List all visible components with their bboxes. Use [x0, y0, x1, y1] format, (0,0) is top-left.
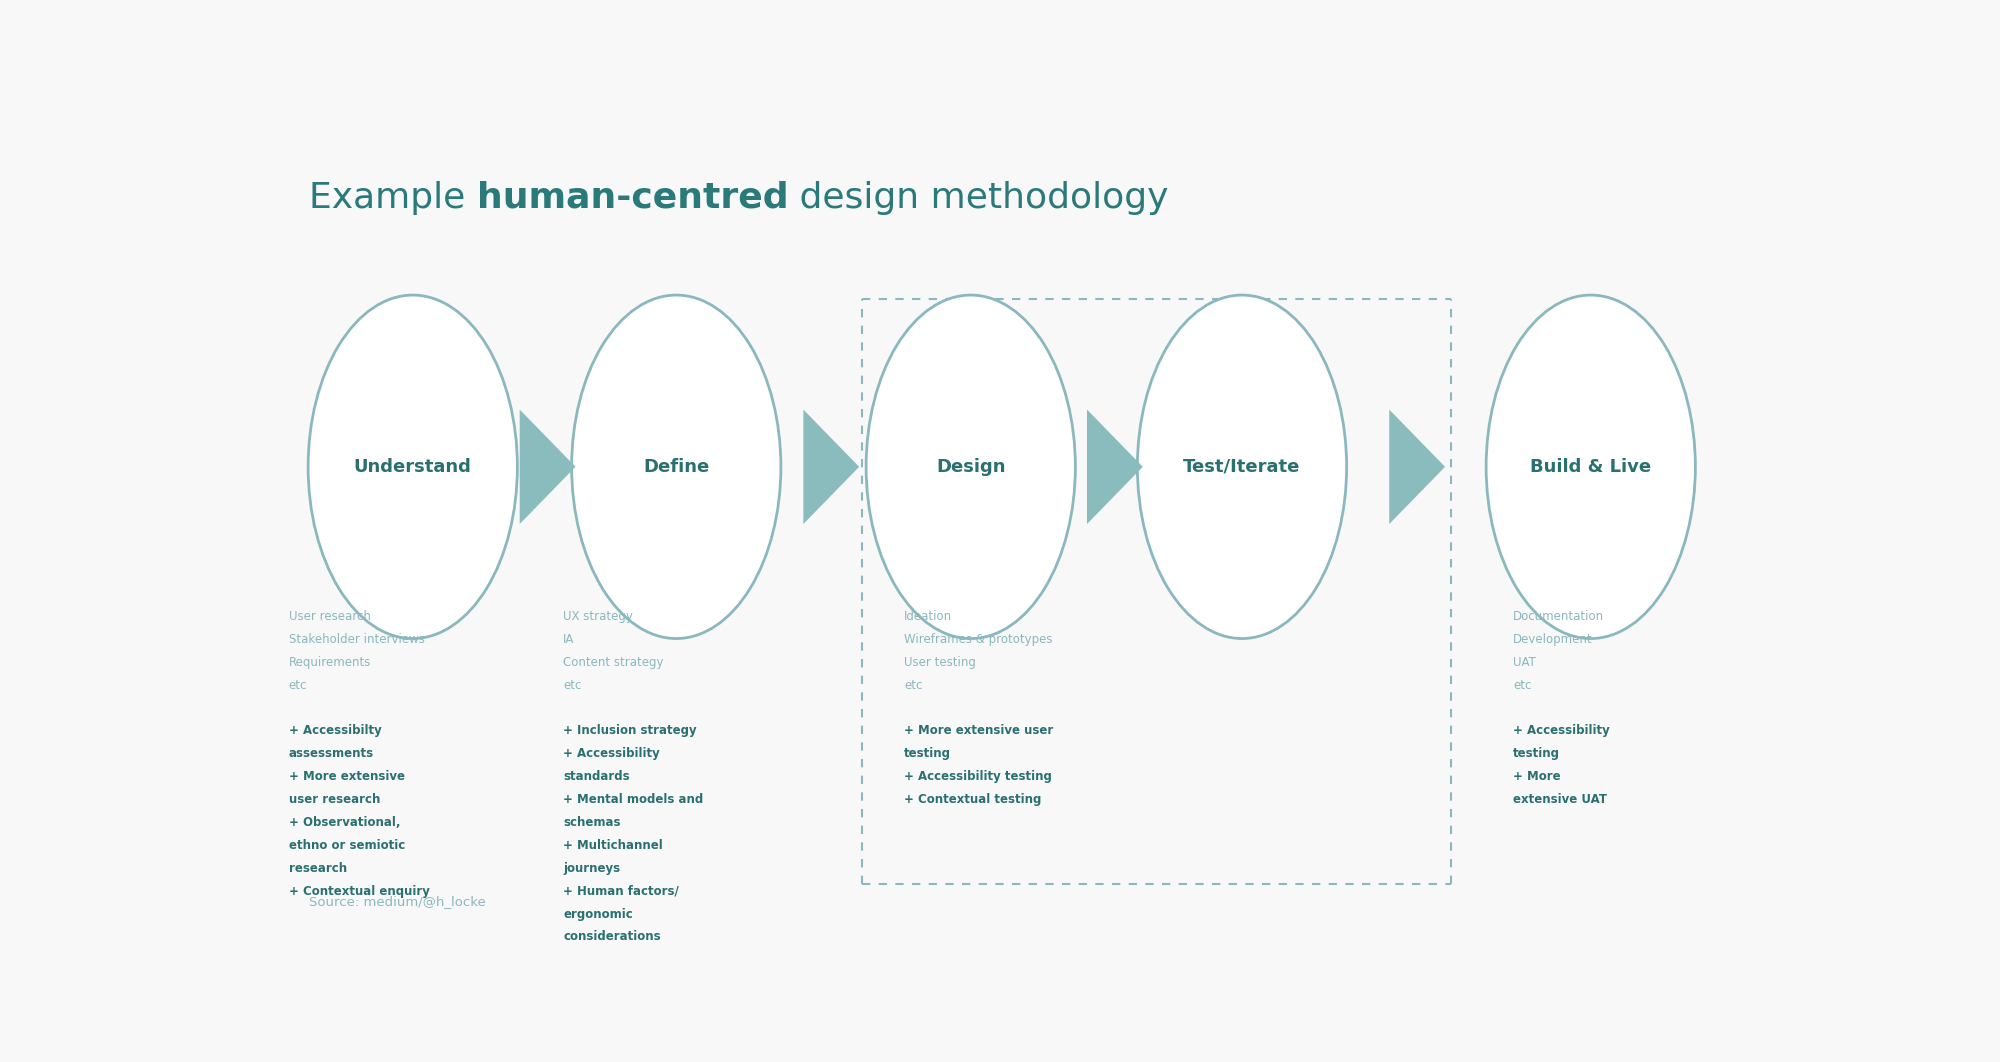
- Text: user research: user research: [288, 793, 380, 806]
- Text: + More: + More: [1514, 770, 1560, 783]
- Polygon shape: [1390, 410, 1446, 524]
- Polygon shape: [804, 410, 860, 524]
- Text: considerations: considerations: [564, 930, 660, 943]
- Text: standards: standards: [564, 770, 630, 783]
- Text: + Contextual testing: + Contextual testing: [904, 793, 1042, 806]
- Ellipse shape: [866, 295, 1076, 638]
- Text: assessments: assessments: [288, 748, 374, 760]
- Text: + Human factors/: + Human factors/: [564, 885, 678, 897]
- Text: Wireframes & prototypes: Wireframes & prototypes: [904, 633, 1052, 646]
- Ellipse shape: [572, 295, 780, 638]
- Text: journeys: journeys: [564, 861, 620, 875]
- Text: User research: User research: [288, 610, 370, 623]
- Text: Stakeholder interviews: Stakeholder interviews: [288, 633, 424, 646]
- Polygon shape: [520, 410, 576, 524]
- Text: + Inclusion strategy: + Inclusion strategy: [564, 724, 696, 737]
- Text: Ideation: Ideation: [904, 610, 952, 623]
- Ellipse shape: [1138, 295, 1346, 638]
- Text: Test/Iterate: Test/Iterate: [1184, 458, 1300, 476]
- Text: + More extensive: + More extensive: [288, 770, 404, 783]
- Polygon shape: [1088, 410, 1142, 524]
- Text: User testing: User testing: [904, 655, 976, 669]
- Text: testing: testing: [904, 748, 952, 760]
- Text: ethno or semiotic: ethno or semiotic: [288, 839, 404, 852]
- Ellipse shape: [308, 295, 518, 638]
- Text: Requirements: Requirements: [288, 655, 372, 669]
- Text: etc: etc: [904, 679, 922, 691]
- Text: + Accessibilty: + Accessibilty: [288, 724, 382, 737]
- Text: + Accessibility: + Accessibility: [564, 748, 660, 760]
- Text: research: research: [288, 861, 346, 875]
- Text: Content strategy: Content strategy: [564, 655, 664, 669]
- Text: testing: testing: [1514, 748, 1560, 760]
- Text: etc: etc: [1514, 679, 1532, 691]
- Text: human-centred: human-centred: [476, 181, 788, 215]
- Text: + Mental models and: + Mental models and: [564, 793, 704, 806]
- Text: + Accessibility: + Accessibility: [1514, 724, 1610, 737]
- Text: UX strategy: UX strategy: [564, 610, 632, 623]
- Text: Build & Live: Build & Live: [1530, 458, 1652, 476]
- Text: Source: medium/@h_locke: Source: medium/@h_locke: [308, 895, 486, 908]
- Ellipse shape: [1486, 295, 1696, 638]
- Text: IA: IA: [564, 633, 574, 646]
- Text: + Accessibility testing: + Accessibility testing: [904, 770, 1052, 783]
- Text: + Multichannel: + Multichannel: [564, 839, 662, 852]
- Text: Documentation: Documentation: [1514, 610, 1604, 623]
- Text: Design: Design: [936, 458, 1006, 476]
- Text: + Contextual enquiry: + Contextual enquiry: [288, 885, 430, 897]
- Text: Development: Development: [1514, 633, 1592, 646]
- Text: + Observational,: + Observational,: [288, 816, 400, 829]
- Text: Understand: Understand: [354, 458, 472, 476]
- Text: schemas: schemas: [564, 816, 620, 829]
- Text: ergonomic: ergonomic: [564, 908, 632, 921]
- Text: etc: etc: [288, 679, 308, 691]
- Text: + More extensive user: + More extensive user: [904, 724, 1054, 737]
- Text: UAT: UAT: [1514, 655, 1536, 669]
- Text: design methodology: design methodology: [788, 181, 1168, 215]
- Text: extensive UAT: extensive UAT: [1514, 793, 1608, 806]
- Text: etc: etc: [564, 679, 582, 691]
- Text: Example: Example: [308, 181, 476, 215]
- Text: Define: Define: [644, 458, 710, 476]
